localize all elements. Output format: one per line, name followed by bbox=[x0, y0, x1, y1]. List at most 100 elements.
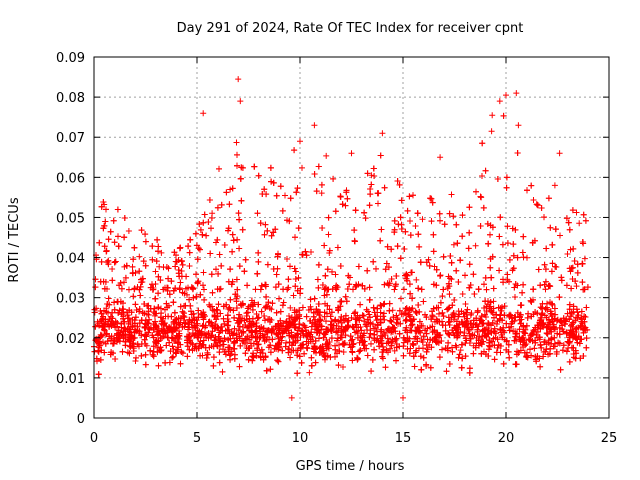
data-point bbox=[483, 314, 489, 320]
data-point bbox=[567, 268, 574, 275]
data-point bbox=[114, 298, 121, 305]
data-point bbox=[218, 323, 225, 330]
data-point bbox=[451, 313, 458, 320]
data-point bbox=[488, 128, 495, 135]
data-point bbox=[377, 319, 384, 326]
data-point bbox=[532, 309, 539, 315]
data-point bbox=[97, 356, 104, 363]
data-point bbox=[267, 366, 274, 373]
data-point bbox=[177, 360, 184, 367]
data-point bbox=[484, 220, 491, 227]
data-point bbox=[186, 249, 193, 256]
data-point bbox=[247, 302, 254, 309]
data-point bbox=[176, 273, 183, 280]
data-point bbox=[545, 321, 552, 328]
data-point bbox=[413, 276, 420, 283]
data-point bbox=[483, 308, 490, 314]
data-point bbox=[224, 322, 231, 329]
data-point bbox=[566, 226, 573, 233]
data-point bbox=[392, 328, 399, 335]
data-point bbox=[138, 227, 145, 234]
data-point bbox=[445, 280, 452, 287]
data-point bbox=[381, 281, 388, 288]
data-point bbox=[550, 321, 557, 328]
data-point bbox=[365, 308, 371, 315]
data-point bbox=[569, 311, 575, 317]
data-point bbox=[520, 233, 527, 240]
data-point bbox=[200, 269, 207, 276]
data-point bbox=[321, 330, 328, 337]
data-point bbox=[355, 263, 362, 270]
data-point bbox=[175, 315, 182, 322]
data-point bbox=[227, 296, 234, 303]
data-point bbox=[437, 272, 444, 279]
data-point bbox=[412, 223, 419, 229]
data-point bbox=[201, 286, 207, 293]
data-point bbox=[277, 183, 284, 190]
data-points bbox=[91, 76, 591, 401]
data-point bbox=[470, 350, 477, 357]
data-point bbox=[505, 349, 512, 355]
data-point bbox=[407, 290, 414, 297]
data-point bbox=[226, 201, 233, 208]
data-point bbox=[308, 249, 314, 255]
data-point bbox=[220, 341, 227, 348]
data-point bbox=[136, 268, 143, 275]
data-point bbox=[120, 316, 126, 322]
data-point bbox=[431, 327, 438, 334]
data-point bbox=[200, 219, 207, 226]
data-point bbox=[328, 318, 335, 325]
data-point bbox=[229, 278, 236, 285]
data-point bbox=[500, 360, 507, 367]
data-point bbox=[570, 319, 577, 326]
data-point bbox=[292, 283, 299, 290]
data-point bbox=[193, 242, 200, 249]
data-point bbox=[414, 210, 421, 217]
data-point bbox=[519, 289, 526, 296]
data-point bbox=[252, 334, 259, 341]
data-point bbox=[166, 339, 173, 346]
data-point bbox=[555, 339, 562, 346]
data-point bbox=[384, 280, 391, 287]
data-point bbox=[576, 220, 583, 227]
data-point bbox=[398, 226, 405, 232]
data-point bbox=[578, 308, 585, 315]
data-point bbox=[523, 322, 530, 329]
data-point bbox=[391, 286, 398, 293]
data-point bbox=[303, 344, 310, 351]
data-point bbox=[418, 337, 425, 343]
data-point bbox=[559, 347, 566, 354]
data-point bbox=[293, 189, 300, 196]
data-point bbox=[211, 312, 218, 318]
data-point bbox=[504, 223, 511, 230]
data-point bbox=[551, 182, 558, 189]
data-point bbox=[208, 271, 215, 278]
data-point bbox=[129, 333, 136, 340]
data-point bbox=[286, 339, 293, 346]
data-point bbox=[141, 301, 148, 307]
data-point bbox=[216, 349, 223, 356]
data-point bbox=[197, 352, 204, 359]
data-point bbox=[430, 281, 437, 288]
data-point bbox=[287, 195, 294, 202]
data-point bbox=[121, 234, 128, 241]
data-point bbox=[287, 263, 293, 270]
data-point bbox=[473, 188, 479, 195]
data-point bbox=[315, 284, 322, 291]
data-point bbox=[102, 316, 109, 323]
data-point bbox=[100, 199, 107, 205]
data-point bbox=[251, 299, 258, 306]
data-point bbox=[374, 328, 381, 335]
data-point bbox=[117, 280, 124, 286]
data-point bbox=[511, 337, 518, 344]
data-point bbox=[583, 335, 590, 342]
data-point bbox=[153, 258, 160, 265]
data-point bbox=[394, 315, 401, 322]
data-point bbox=[504, 271, 511, 278]
data-point bbox=[217, 310, 224, 317]
data-point bbox=[410, 316, 417, 323]
data-point bbox=[314, 276, 321, 283]
data-point bbox=[375, 190, 382, 197]
data-point bbox=[321, 353, 328, 360]
